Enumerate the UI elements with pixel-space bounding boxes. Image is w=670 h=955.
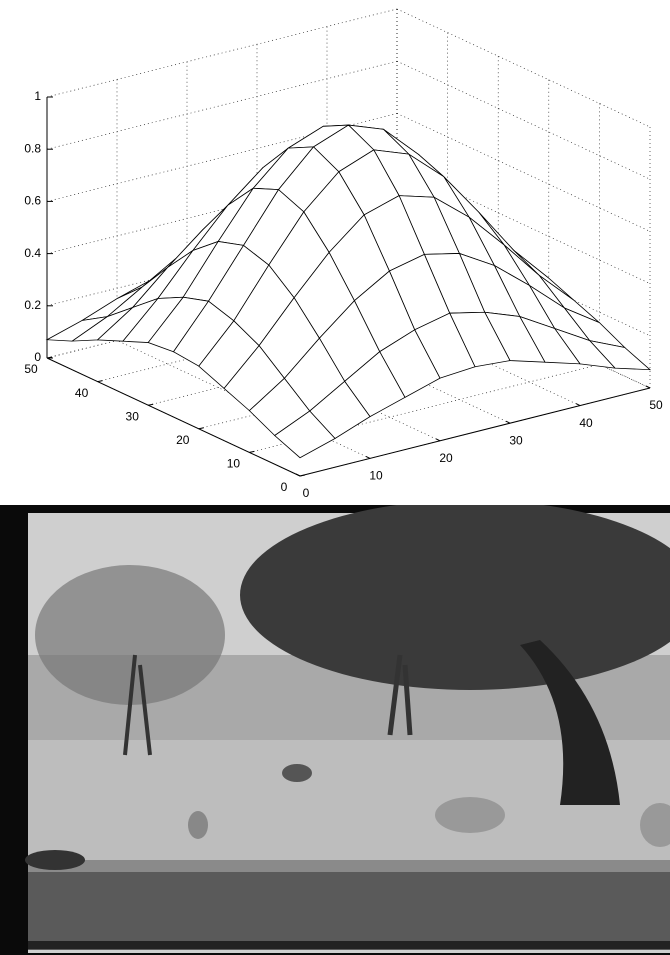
- x-tick-label: 40: [579, 416, 593, 430]
- y-tick-label: 30: [126, 409, 140, 423]
- grid-line: [397, 9, 650, 127]
- bird-2: [188, 811, 208, 839]
- bird: [282, 764, 312, 782]
- y-tick-label: 20: [176, 433, 190, 447]
- y-tick-label: 50: [24, 362, 38, 376]
- x-tick-label: 0: [303, 486, 310, 500]
- birds-group: [25, 850, 85, 870]
- water: [28, 870, 670, 950]
- grid-line: [47, 9, 397, 97]
- z-tick-label: 0.6: [24, 194, 41, 208]
- x-tick-label: 30: [509, 433, 523, 447]
- x-tick-label: 50: [649, 398, 663, 412]
- x-tick-label: 10: [369, 469, 383, 483]
- oryx: [435, 797, 505, 833]
- y-tick-label: 0: [281, 480, 288, 494]
- grid-line: [397, 61, 650, 179]
- z-tick-label: 0.4: [24, 246, 41, 260]
- bush-left: [35, 565, 225, 705]
- z-tick-label: 0.2: [24, 298, 41, 312]
- page: 00.20.40.60.810102030405001020304050 (()…: [0, 0, 670, 955]
- z-tick-label: 1: [34, 89, 41, 103]
- z-tick-label: 0.8: [24, 141, 41, 155]
- photo: [0, 505, 670, 955]
- shore: [28, 860, 670, 872]
- y-tick-label: 10: [227, 457, 241, 471]
- x-tick-label: 20: [439, 451, 453, 465]
- y-tick-label: 40: [75, 386, 89, 400]
